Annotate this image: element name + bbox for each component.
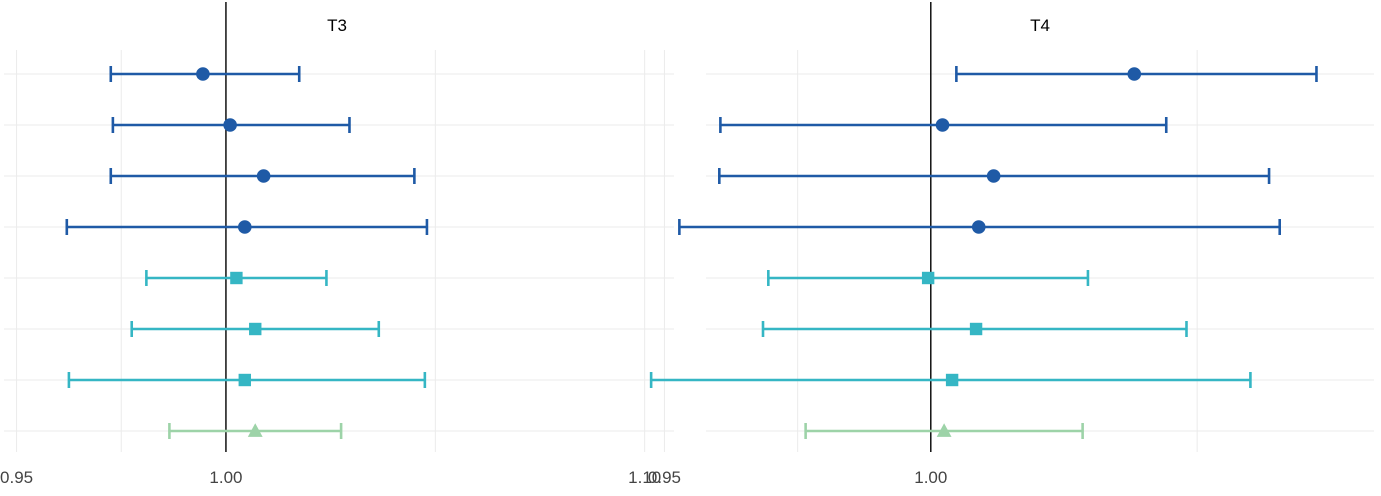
panel-t3-x-tick-label: 1.00 — [209, 468, 242, 487]
point-estimate-square — [921, 271, 935, 285]
point-estimate-circle — [1127, 67, 1142, 81]
point-estimate-square — [230, 271, 243, 285]
panel-t3-row-7 — [67, 372, 427, 388]
panel-t4-row-3 — [718, 168, 1271, 184]
point-estimate-square — [238, 373, 251, 387]
panel-t4-row-6 — [761, 321, 1188, 337]
panel-t4-row-7 — [649, 372, 1252, 388]
panel-t3-x-tick-label: 1.10 — [628, 468, 661, 487]
panel-t4: T4 0.951.001.10 — [648, 2, 1374, 487]
point-estimate-triangle — [936, 423, 952, 437]
panel-t4-row-5 — [767, 270, 1090, 286]
point-estimate-square — [969, 322, 983, 336]
panel-t3-row-8 — [168, 423, 343, 439]
point-estimate-circle — [971, 220, 986, 234]
point-estimate-circle — [935, 118, 950, 132]
panel-title-t4: T4 — [1030, 16, 1050, 35]
panel-t4-row-4 — [678, 219, 1282, 235]
panel-t3-row-2 — [111, 117, 351, 133]
point-estimate-square — [945, 373, 959, 387]
panel-t3-row-4 — [65, 219, 429, 235]
point-estimate-square — [249, 322, 262, 336]
panel-t3-row-3 — [109, 168, 416, 184]
point-estimate-circle — [986, 169, 1001, 183]
panel-t4-row-2 — [719, 117, 1168, 133]
panel-t3-row-1 — [109, 66, 301, 82]
panel-t4-row-8 — [804, 423, 1084, 439]
point-estimate-triangle — [247, 423, 263, 437]
point-estimate-circle — [196, 67, 210, 81]
point-estimate-circle — [223, 118, 237, 132]
panel-t4-row-1 — [955, 66, 1318, 82]
panel-title-t3: T3 — [327, 16, 347, 35]
point-estimate-circle — [237, 220, 252, 234]
point-estimate-circle — [256, 169, 271, 183]
panel-t4-x-tick-label: 0.95 — [648, 468, 681, 487]
panel-t4-x-tick-label: 1.00 — [914, 468, 947, 487]
panel-t3: T3 0.95 1.00 1.10 — [0, 2, 674, 487]
panel-t3-row-5 — [145, 270, 328, 286]
panel-t3-row-6 — [130, 321, 381, 337]
panel-t3-x-tick-label: 0.95 — [0, 468, 33, 487]
